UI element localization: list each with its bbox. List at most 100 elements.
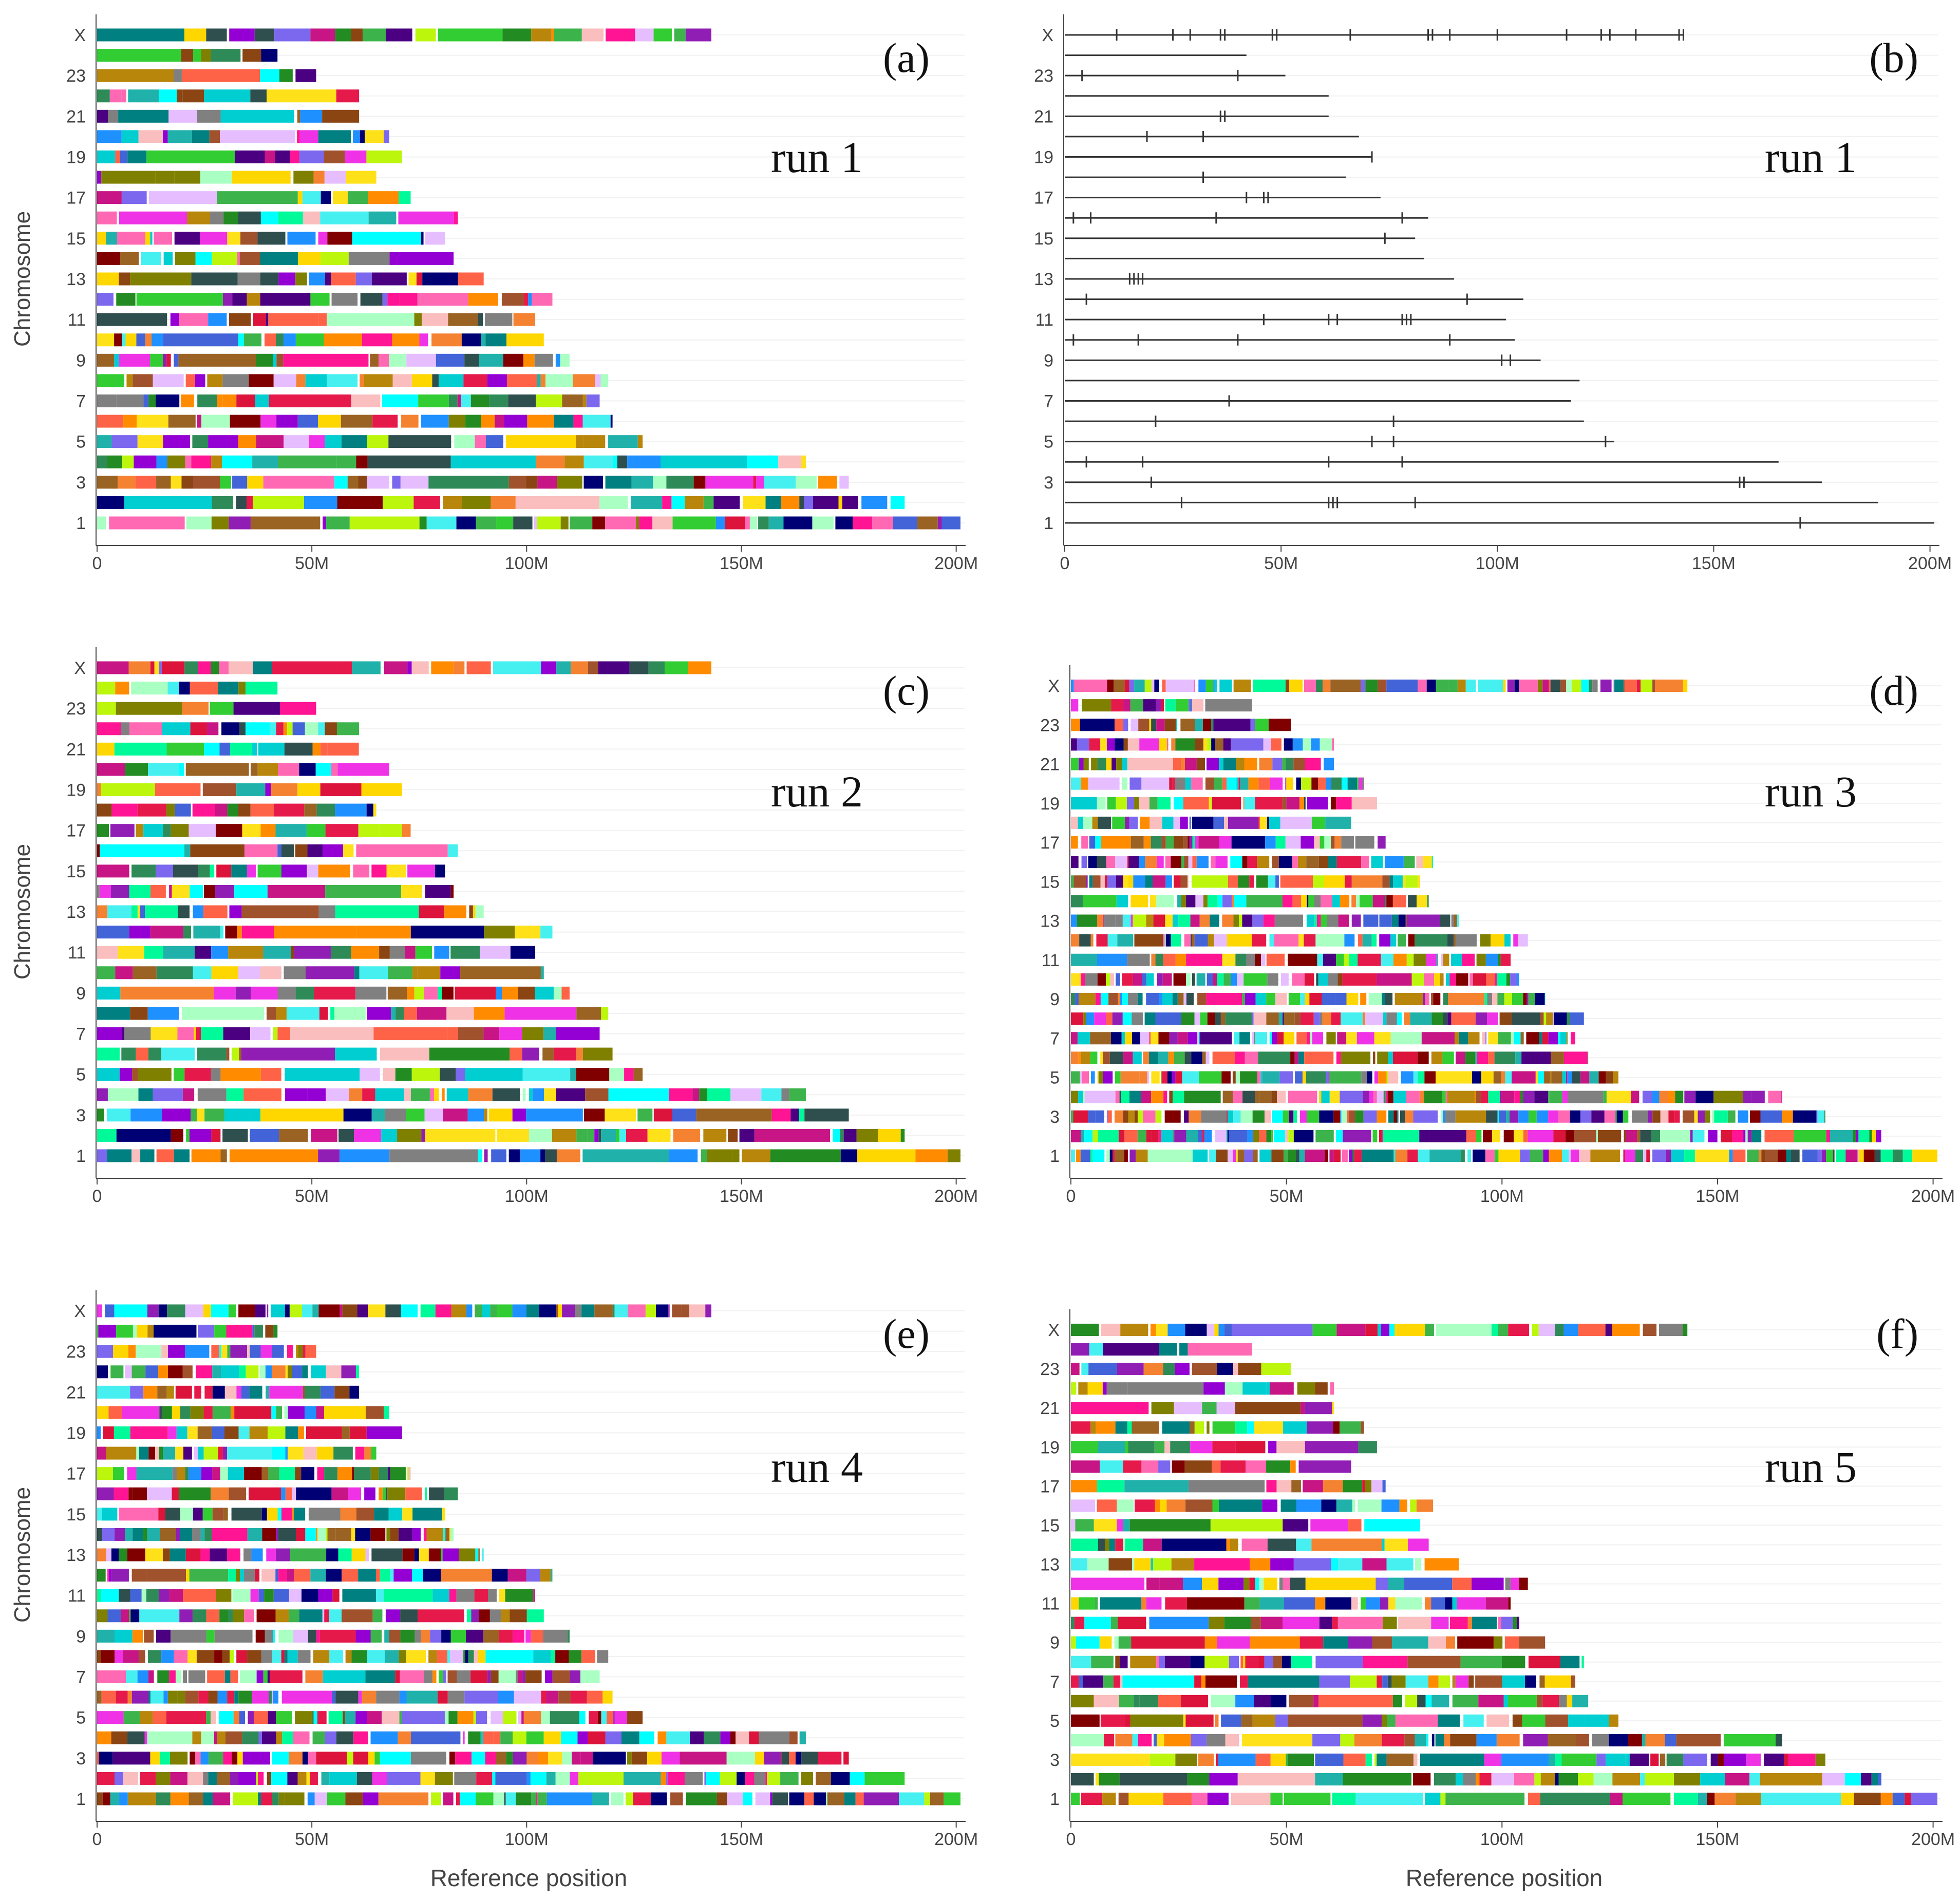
chromosome-bar (97, 682, 278, 695)
chromosome-bar (97, 252, 454, 265)
segment (121, 1609, 129, 1623)
segment (1226, 1538, 1230, 1551)
segment (1084, 1616, 1111, 1629)
y-tick-label: 3 (76, 473, 86, 493)
segment (548, 1752, 562, 1765)
segment (138, 1088, 153, 1101)
segment (1154, 680, 1159, 692)
segment (1436, 1324, 1492, 1336)
segment (178, 905, 190, 918)
segment (119, 272, 130, 286)
segment (1415, 1558, 1422, 1571)
segment (1442, 1090, 1446, 1103)
segment (512, 1304, 526, 1318)
segment (1408, 934, 1415, 947)
segment (510, 946, 536, 959)
segment (1087, 1382, 1103, 1395)
segment (97, 905, 108, 918)
segment (1216, 1150, 1228, 1162)
segment (1151, 680, 1155, 692)
segment (754, 1128, 830, 1142)
segment (260, 293, 311, 306)
segment (1081, 1130, 1085, 1142)
segment (639, 516, 653, 530)
segment (689, 1304, 706, 1318)
segment (290, 1548, 327, 1562)
segment (1262, 1071, 1280, 1084)
segment (281, 1487, 286, 1500)
segment (1071, 1675, 1079, 1688)
segment (1159, 1343, 1177, 1356)
segment (1303, 738, 1311, 751)
segment (190, 722, 207, 736)
segment (97, 803, 112, 817)
segment (203, 1792, 213, 1805)
segment (1122, 993, 1128, 1005)
segment (407, 661, 412, 674)
segment (261, 1508, 267, 1521)
segment (1242, 914, 1253, 927)
segment (537, 1792, 547, 1805)
segment (1242, 1090, 1255, 1103)
segment (437, 1690, 448, 1704)
segment (257, 1772, 264, 1785)
segment (1513, 934, 1518, 947)
segment (436, 1609, 464, 1623)
segment (148, 1047, 161, 1061)
segment (507, 1569, 526, 1582)
segment (363, 1792, 379, 1805)
segment (447, 1670, 457, 1683)
segment (1192, 934, 1195, 947)
segment (1112, 816, 1125, 829)
segment (1125, 1538, 1143, 1551)
segment (137, 435, 163, 448)
segment (1401, 1071, 1414, 1084)
segment (421, 1128, 425, 1142)
segment (1514, 1130, 1523, 1142)
segment (576, 1128, 588, 1142)
segment (490, 1304, 497, 1318)
segment (531, 28, 552, 42)
segment (1207, 1324, 1215, 1336)
segment (730, 1088, 762, 1101)
segment (1596, 1753, 1606, 1766)
segment (1487, 1012, 1498, 1025)
segment (1165, 914, 1173, 927)
segment (341, 1365, 356, 1379)
segment (493, 1731, 501, 1744)
segment (1319, 1110, 1334, 1123)
segment (214, 1325, 227, 1338)
segment (818, 476, 837, 489)
segment (1242, 856, 1248, 869)
y-tick-label: 9 (1044, 351, 1053, 370)
segment (1071, 934, 1080, 947)
segment (406, 1690, 438, 1704)
segment (1512, 1012, 1540, 1025)
segment (108, 1406, 122, 1419)
segment (366, 803, 373, 817)
segment (1230, 856, 1242, 869)
segment (801, 1752, 818, 1765)
segment (182, 1007, 265, 1020)
segment (1266, 953, 1285, 966)
segment (317, 1528, 326, 1541)
segment (1133, 973, 1142, 986)
segment (389, 1149, 478, 1162)
segment (1243, 797, 1245, 810)
segment (97, 763, 125, 776)
segment (323, 516, 327, 530)
segment (1580, 1110, 1592, 1123)
segment (1323, 680, 1331, 692)
segment (588, 1731, 606, 1744)
x-tick-label: 0 (1066, 1830, 1076, 1849)
segment (705, 1304, 711, 1318)
segment (1104, 1734, 1115, 1746)
segment (147, 1528, 160, 1541)
segment (374, 1752, 380, 1765)
segment (541, 1711, 550, 1724)
segment (1296, 1499, 1322, 1512)
y-tick-label: 11 (68, 1586, 86, 1606)
segment (736, 1731, 749, 1744)
segment (1149, 719, 1152, 731)
segment (1485, 953, 1498, 966)
